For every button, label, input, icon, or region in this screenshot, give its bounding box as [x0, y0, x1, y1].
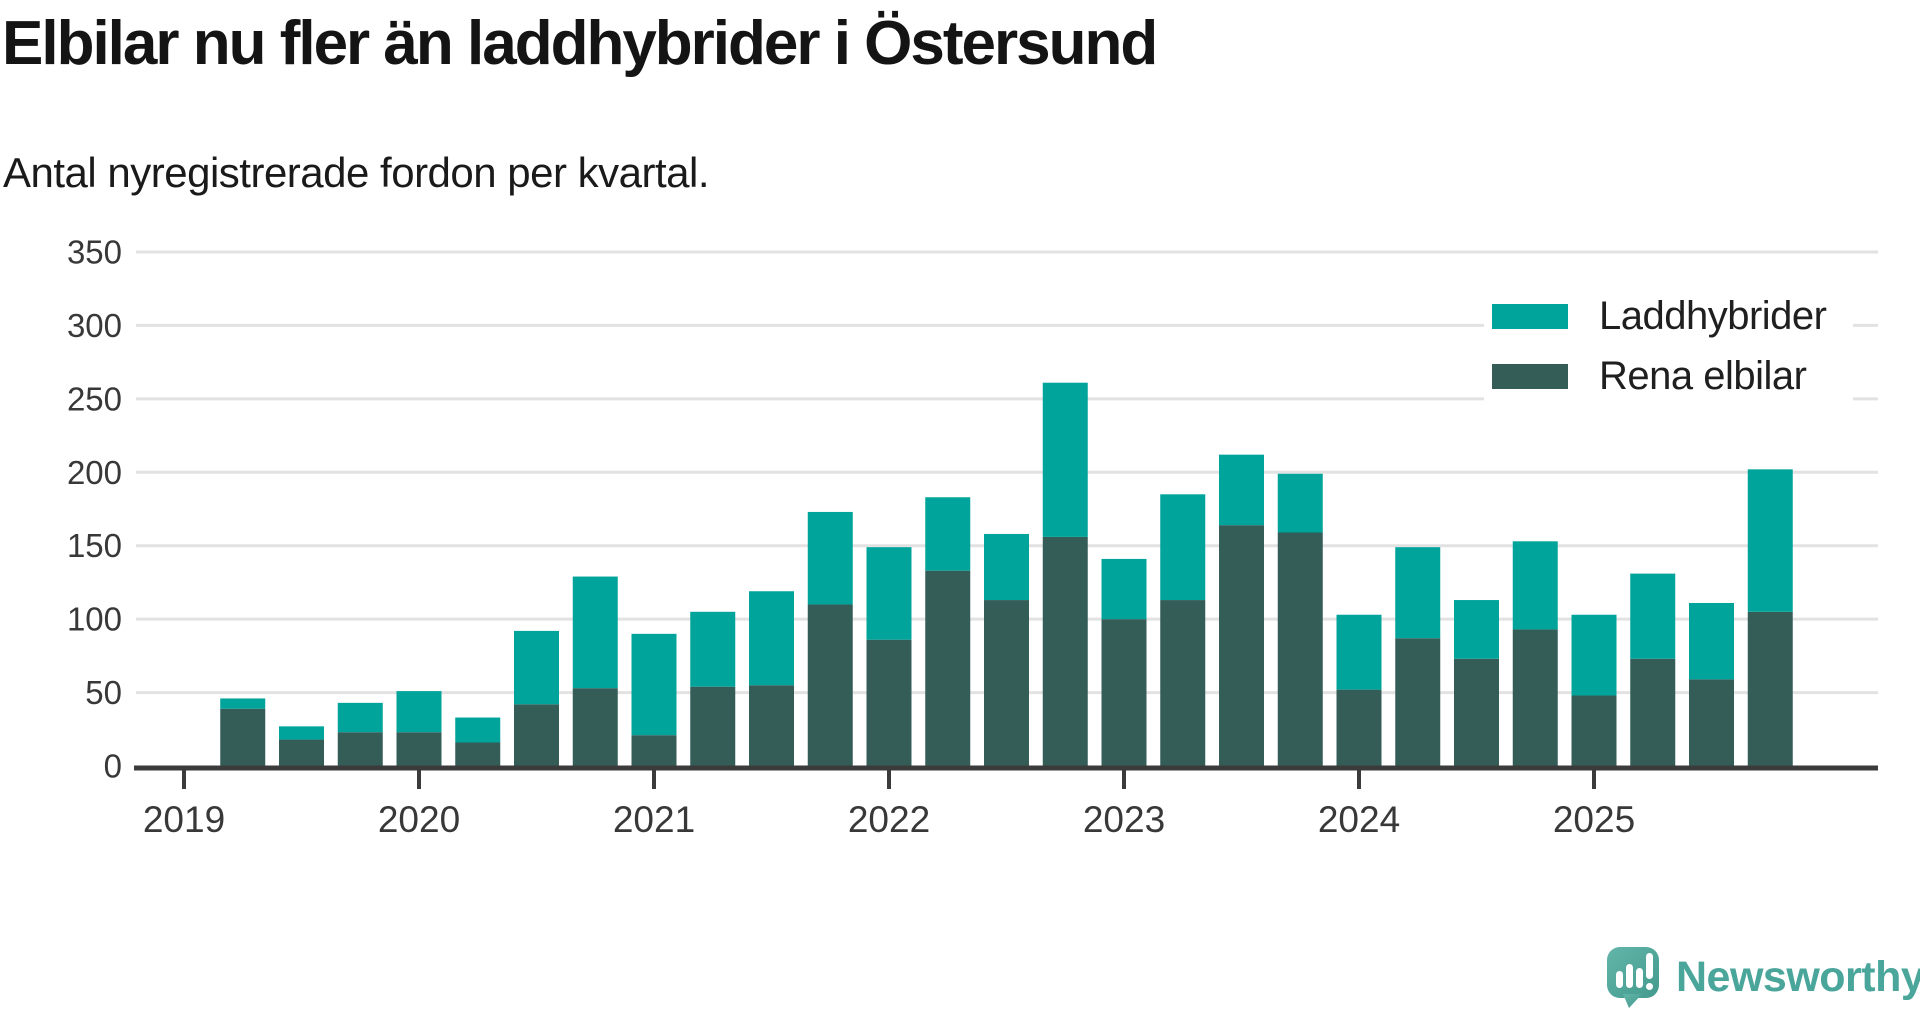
bar-segment-laddhybrider-2020-Q2	[455, 717, 501, 743]
logo-bar-3	[1636, 968, 1643, 988]
logo-bar-1	[1616, 971, 1623, 988]
bar-segment-rena-elbilar-2022-Q4	[1042, 536, 1088, 766]
legend-item-laddhybrider: Laddhybrider	[1492, 294, 1827, 339]
chart-legend: Laddhybrider Rena elbilar	[1484, 284, 1853, 411]
y-tick-label-300: 300	[67, 307, 122, 344]
y-tick-label-150: 150	[67, 527, 122, 564]
legend-swatch-rena-elbilar	[1492, 364, 1568, 389]
newsworthy-wordmark: Newsworthy	[1676, 952, 1920, 1001]
newsworthy-bubble-icon	[1607, 947, 1659, 1008]
bar-segment-laddhybrider-2022-Q2	[925, 497, 971, 571]
bar-segment-rena-elbilar-2023-Q1	[1101, 619, 1147, 766]
bar-segment-rena-elbilar-2024-Q2	[1395, 638, 1441, 766]
chart-subtitle: Antal nyregistrerade fordon per kvartal.	[3, 149, 710, 196]
x-tick-label-2021: 2021	[613, 799, 695, 840]
bar-segment-rena-elbilar-2023-Q2	[1160, 600, 1206, 766]
bar-segment-rena-elbilar-2021-Q1	[631, 735, 677, 766]
bar-segment-laddhybrider-2022-Q1	[866, 547, 912, 640]
logo-bar-2	[1626, 964, 1633, 988]
x-tick-label-2022: 2022	[848, 799, 930, 840]
bar-segment-laddhybrider-2021-Q4	[807, 511, 853, 605]
bar-segment-rena-elbilar-2022-Q1	[866, 639, 912, 766]
bar-segment-rena-elbilar-2025-Q4	[1747, 611, 1793, 766]
legend-swatch-laddhybrider	[1492, 304, 1568, 329]
bar-segment-laddhybrider-2023-Q1	[1101, 558, 1147, 620]
bar-segment-laddhybrider-2023-Q4	[1277, 473, 1323, 533]
bar-segment-laddhybrider-2025-Q1	[1571, 614, 1617, 696]
bar-segment-laddhybrider-2023-Q3	[1219, 454, 1264, 526]
bar-segment-laddhybrider-2021-Q1	[631, 633, 677, 736]
bar-segment-laddhybrider-2020-Q1	[396, 691, 442, 733]
x-tick-label-2019: 2019	[143, 799, 225, 840]
bar-segment-laddhybrider-2019-Q4	[337, 702, 383, 733]
bar-segment-laddhybrider-2024-Q1	[1336, 614, 1382, 690]
newsworthy-logo: Newsworthy	[1604, 944, 1920, 1010]
bar-segment-laddhybrider-2020-Q4	[572, 576, 618, 689]
y-tick-label-0: 0	[104, 748, 122, 785]
logo-exclamation-bar	[1646, 953, 1653, 979]
bar-segment-rena-elbilar-2025-Q1	[1571, 695, 1617, 766]
logo-exclamation-dot	[1646, 983, 1653, 990]
bar-segment-rena-elbilar-2025-Q3	[1689, 679, 1734, 766]
bar-segment-rena-elbilar-2020-Q4	[572, 688, 618, 766]
bar-segment-rena-elbilar-2024-Q1	[1336, 689, 1382, 766]
x-tick-label-2023: 2023	[1083, 799, 1165, 840]
bar-segment-rena-elbilar-2024-Q4	[1512, 629, 1558, 766]
bar-segment-rena-elbilar-2020-Q2	[455, 742, 501, 766]
bar-segment-rena-elbilar-2022-Q2	[925, 570, 971, 766]
bar-segment-rena-elbilar-2019-Q3	[279, 739, 324, 766]
bar-segment-laddhybrider-2024-Q2	[1395, 547, 1441, 639]
bar-segment-laddhybrider-2022-Q4	[1042, 382, 1088, 537]
chart-title: Elbilar nu fler än laddhybrider i Östers…	[2, 9, 1158, 78]
bar-segment-laddhybrider-2025-Q3	[1689, 602, 1734, 680]
y-tick-label-100: 100	[67, 601, 122, 638]
bar-segment-laddhybrider-2019-Q2	[220, 698, 266, 709]
x-tick-label-2025: 2025	[1553, 799, 1635, 840]
bar-segment-laddhybrider-2024-Q3	[1454, 600, 1499, 659]
x-tick-label-2020: 2020	[378, 799, 460, 840]
bar-segment-rena-elbilar-2023-Q4	[1277, 532, 1323, 766]
bar-segment-laddhybrider-2021-Q2	[690, 611, 736, 687]
bar-segment-laddhybrider-2022-Q3	[984, 533, 1029, 601]
bar-segment-rena-elbilar-2021-Q3	[749, 685, 794, 766]
bar-segment-rena-elbilar-2025-Q2	[1630, 658, 1676, 766]
y-tick-label-250: 250	[67, 380, 122, 417]
bar-segment-rena-elbilar-2021-Q2	[690, 686, 736, 766]
y-tick-label-350: 350	[67, 234, 122, 271]
bar-segment-laddhybrider-2019-Q3	[279, 726, 324, 740]
y-tick-label-50: 50	[85, 674, 122, 711]
bar-segment-rena-elbilar-2020-Q3	[514, 704, 559, 766]
bar-segment-laddhybrider-2020-Q3	[514, 630, 559, 705]
bar-segment-rena-elbilar-2019-Q2	[220, 708, 266, 766]
legend-label-rena-elbilar: Rena elbilar	[1599, 354, 1807, 398]
bar-segment-rena-elbilar-2023-Q3	[1219, 525, 1264, 766]
bar-segment-laddhybrider-2025-Q4	[1747, 469, 1793, 612]
x-tick-label-2024: 2024	[1318, 799, 1400, 840]
logo-bubble-tail	[1623, 994, 1642, 1008]
bar-segment-rena-elbilar-2020-Q1	[396, 732, 442, 766]
bar-segment-laddhybrider-2021-Q3	[749, 591, 794, 686]
bar-segment-rena-elbilar-2024-Q3	[1454, 658, 1499, 766]
legend-label-laddhybrider: Laddhybrider	[1599, 294, 1827, 338]
bar-segment-laddhybrider-2024-Q4	[1512, 541, 1558, 630]
bar-segment-laddhybrider-2025-Q2	[1630, 573, 1676, 659]
bar-segment-rena-elbilar-2021-Q4	[807, 604, 853, 766]
bar-segment-rena-elbilar-2019-Q4	[337, 732, 383, 766]
bar-segment-laddhybrider-2023-Q2	[1160, 494, 1206, 601]
y-tick-label-200: 200	[67, 454, 122, 491]
legend-item-rena-elbilar: Rena elbilar	[1492, 354, 1827, 399]
bar-segment-rena-elbilar-2022-Q3	[984, 600, 1029, 766]
